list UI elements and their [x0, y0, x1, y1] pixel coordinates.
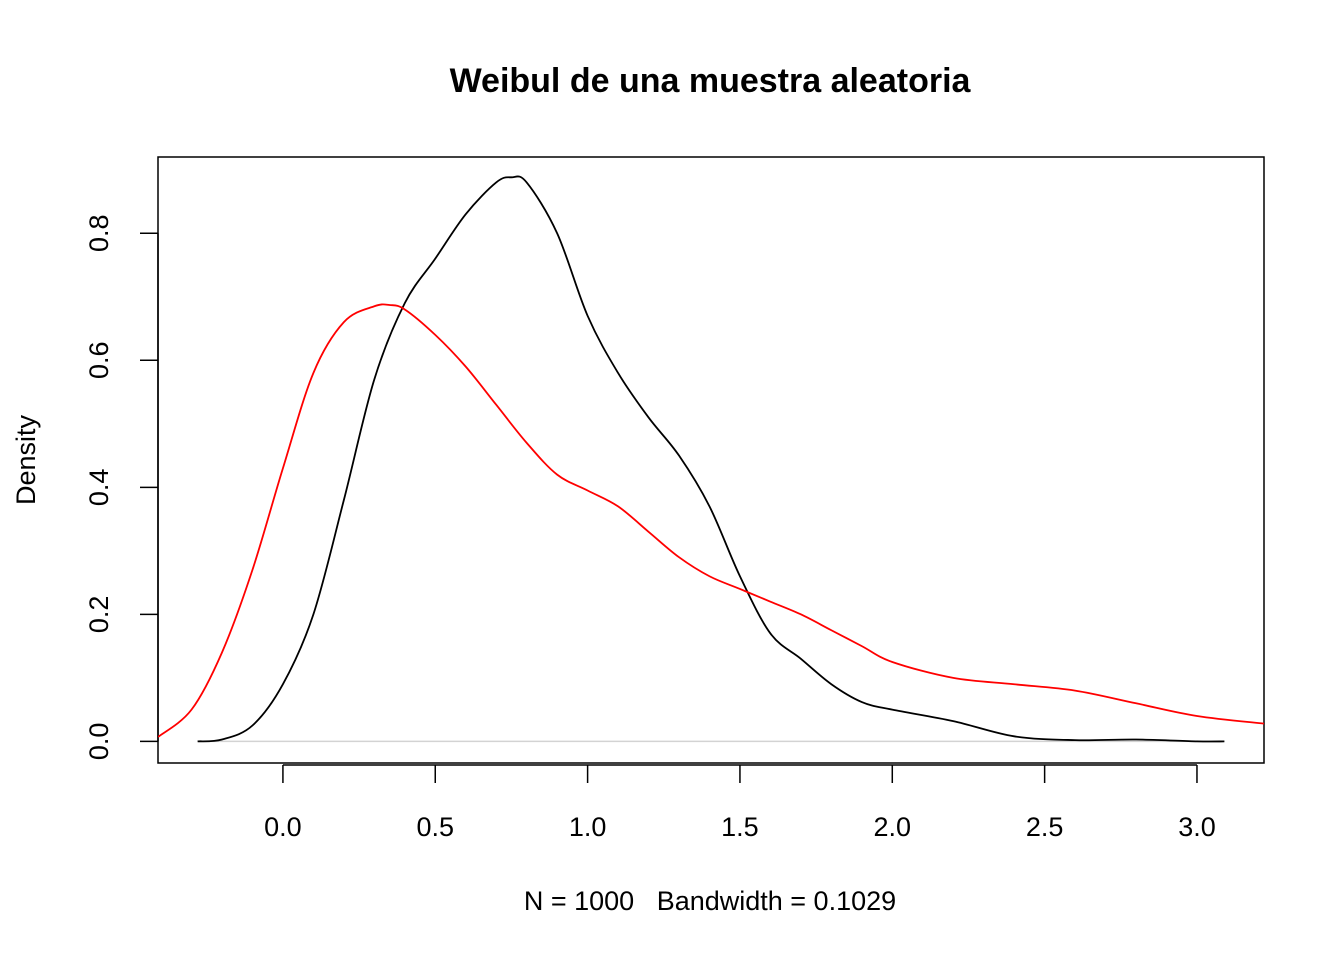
plot-frame [157, 156, 1265, 764]
y-tick-label: 0.2 [84, 596, 114, 634]
x-tick-label: 2.5 [1026, 812, 1064, 842]
density-curve-black [197, 175, 1225, 743]
x-tick-label: 1.0 [569, 812, 607, 842]
y-tick-label: 0.6 [84, 341, 114, 379]
y-axis: 0.0 0.2 0.4 0.6 0.8 [84, 214, 159, 761]
x-axis-label: N = 1000 Bandwidth = 0.1029 [524, 886, 896, 916]
x-tick-label: 0.0 [264, 812, 302, 842]
x-tick-label: 3.0 [1178, 812, 1216, 842]
y-tick-label: 0.8 [84, 214, 114, 252]
series-layer [158, 175, 1264, 743]
density-curve-red [158, 303, 1264, 738]
y-tick-label: 0.4 [84, 469, 114, 507]
y-tick-label: 0.0 [84, 723, 114, 761]
x-tick-label: 2.0 [874, 812, 912, 842]
y-axis-label: Density [11, 414, 41, 505]
x-axis: 0.0 0.5 1.0 1.5 2.0 2.5 3.0 [264, 764, 1216, 842]
x-tick-label: 1.5 [721, 812, 759, 842]
chart-title: Weibul de una muestra aleatoria [450, 62, 972, 100]
x-tick-label: 0.5 [416, 812, 454, 842]
